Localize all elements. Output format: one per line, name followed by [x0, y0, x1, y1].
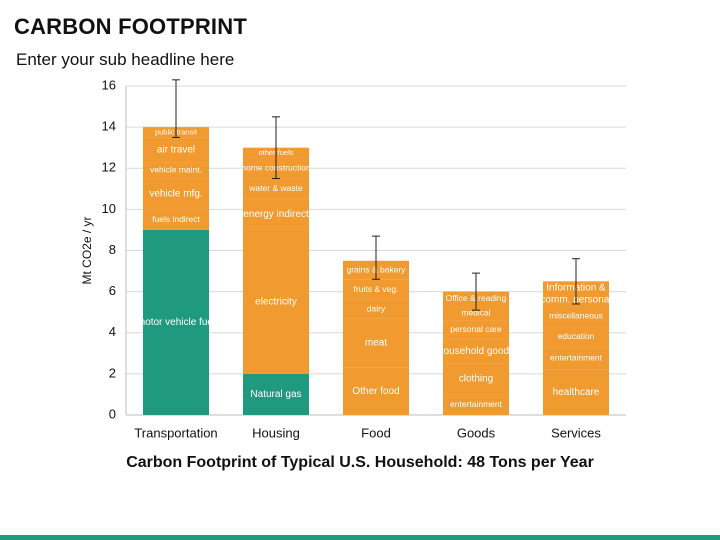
y-tick-label: 10 [102, 201, 116, 216]
segment-label: electricity [255, 297, 297, 308]
bar-segment [243, 199, 309, 230]
y-tick-label: 4 [109, 324, 116, 339]
x-tick-label: Goods [457, 425, 496, 440]
y-axis-label: Mt CO2e / yr [80, 216, 94, 284]
bar-segment [143, 162, 209, 179]
segment-label: clothing [459, 374, 493, 385]
bar-segment [543, 306, 609, 327]
bar-segment [343, 279, 409, 300]
segment-label: fruits & veg. [354, 284, 399, 294]
segment-label: miscellaneous [549, 311, 603, 321]
bar-segment [443, 394, 509, 415]
bottom-accent-bar [0, 535, 720, 540]
bar-segment [243, 178, 309, 200]
y-tick-label: 14 [102, 119, 116, 134]
bar-segment [443, 320, 509, 339]
segment-label: water & waste [248, 183, 303, 193]
x-tick-label: Housing [252, 425, 300, 440]
bar-segment [443, 338, 509, 364]
bar-segment [543, 326, 609, 348]
segment-label: dairy [367, 303, 386, 313]
x-tick-label: Services [551, 425, 601, 440]
segment-label: household goods [438, 346, 514, 357]
stacked-bar-chart: 0 2 4 6 8 10 12 14 16 Mt CO2e / yr motor vehicle f… [80, 77, 626, 440]
bar-segment [543, 369, 609, 415]
bar-segment [143, 209, 209, 230]
segment-label: healthcare [553, 387, 600, 398]
y-tick-label: 16 [102, 77, 116, 92]
segment-label: entertainment [450, 399, 503, 409]
bar-segment [143, 178, 209, 210]
bar-segment [343, 367, 409, 415]
segment-label: vehicle mfg. [149, 189, 202, 200]
segment-label: fuels indirect [152, 214, 200, 224]
segment-label: Natural gas [250, 389, 301, 400]
page-subtitle: Enter your sub headline here [16, 50, 235, 69]
segment-label: medical [461, 307, 490, 317]
x-tick-label: Transportation [134, 425, 217, 440]
segment-label: energy indirect [243, 209, 309, 220]
segment-label: vehicle maint. [150, 165, 202, 175]
bar-segment [243, 373, 309, 415]
bar-segment [343, 299, 409, 319]
bar-segment [143, 137, 209, 163]
bar-segment [143, 229, 209, 415]
bar-segment [443, 363, 509, 395]
segment-label: entertainment [550, 353, 603, 363]
segment-label: personal care [450, 324, 502, 334]
segment-label: motor vehicle fuel [137, 317, 215, 328]
y-tick-label: 8 [109, 242, 116, 257]
segment-label: Other food [352, 386, 399, 397]
chart-caption: Carbon Footprint of Typical U.S. Househo… [126, 454, 594, 471]
segment-label: meat [365, 338, 387, 349]
page-title: CARBON FOOTPRINT [14, 14, 247, 39]
y-tick-label: 2 [109, 365, 116, 380]
y-tick-label: 12 [102, 160, 116, 175]
segment-label: air travel [157, 144, 195, 155]
y-tick-label: 6 [109, 283, 116, 298]
segment-label: education [558, 331, 595, 341]
x-tick-label: Food [361, 425, 391, 440]
bar-segment [543, 347, 609, 370]
bar-segment [443, 306, 509, 321]
bar-segment [343, 318, 409, 368]
bar-segment [243, 229, 309, 374]
y-tick-label: 0 [109, 406, 116, 421]
